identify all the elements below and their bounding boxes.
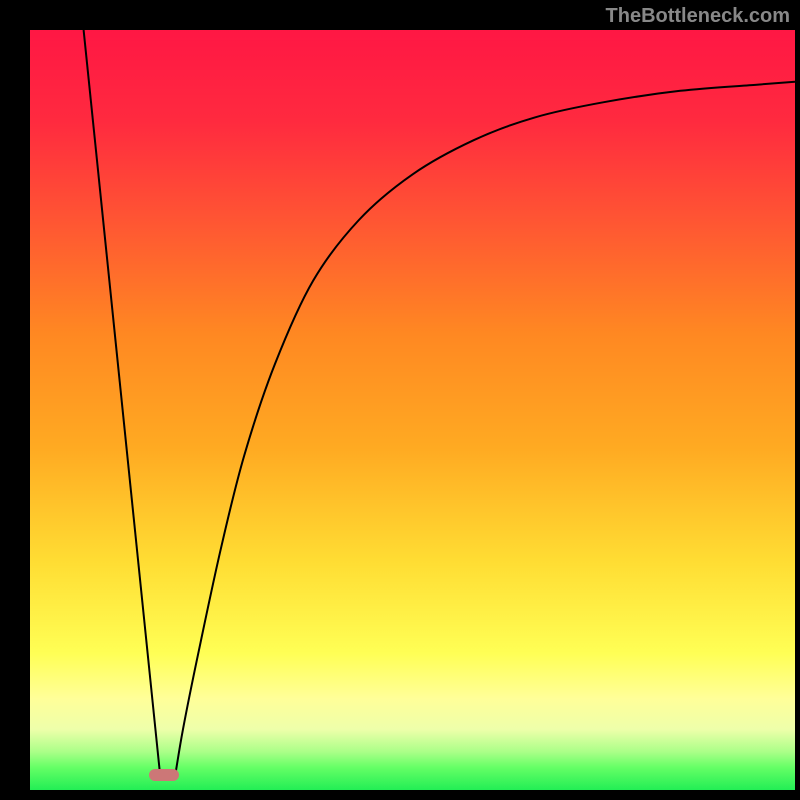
bottleneck-curve xyxy=(30,30,795,790)
watermark-text: TheBottleneck.com xyxy=(606,5,790,28)
plot-area xyxy=(30,30,795,790)
optimal-marker xyxy=(149,769,179,781)
